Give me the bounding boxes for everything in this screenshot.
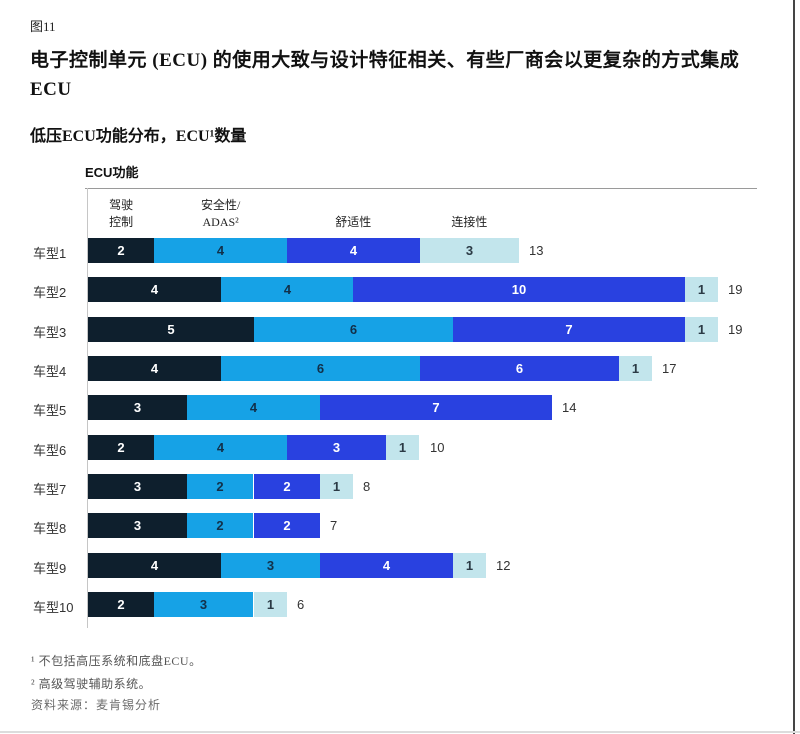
bar-segment-4: 3 bbox=[420, 238, 519, 263]
bar-segment-2: 4 bbox=[154, 238, 287, 263]
page-title-line2: ECU bbox=[30, 79, 72, 100]
bar-segment-4: 1 bbox=[386, 435, 419, 460]
bar-segment-2: 4 bbox=[221, 277, 354, 302]
bar-segment-1: 2 bbox=[88, 592, 154, 617]
page-bottom-border bbox=[0, 731, 800, 733]
bar-segment-3: 2 bbox=[254, 513, 320, 538]
page-right-border bbox=[793, 0, 795, 734]
bar-segment-4: 1 bbox=[619, 356, 652, 381]
legend-label-4: 连接性 bbox=[451, 215, 488, 229]
chart-subtitle: 低压ECU功能分布，ECU¹数量 bbox=[30, 128, 247, 145]
total-label: 7 bbox=[330, 518, 338, 533]
total-label: 19 bbox=[728, 322, 743, 337]
bar-segment-2: 6 bbox=[221, 356, 420, 381]
bar-segment-1: 3 bbox=[88, 513, 187, 538]
header-rule bbox=[85, 188, 757, 189]
bar-segment-4: 1 bbox=[453, 553, 486, 578]
bar-segment-3: 7 bbox=[320, 395, 552, 420]
bar-segment-2: 4 bbox=[187, 395, 320, 420]
total-label: 8 bbox=[363, 479, 371, 494]
footnote-1: ¹ 不包括高压系统和底盘ECU。 bbox=[31, 654, 202, 668]
page-title: 电子控制单元 (ECU) 的使用大致与设计特征相关、有些厂商会以更复杂的方式集成… bbox=[30, 46, 754, 104]
bar-segment-1: 4 bbox=[88, 553, 221, 578]
legend-label-3: 舒适性 bbox=[335, 215, 372, 229]
total-label: 10 bbox=[430, 440, 445, 455]
legend-label-1: 驾驶 控制 bbox=[109, 198, 134, 229]
total-label: 14 bbox=[562, 400, 577, 415]
bar-segment-3: 7 bbox=[453, 317, 685, 342]
category-label: 车型2 bbox=[33, 285, 67, 300]
total-label: 12 bbox=[496, 558, 511, 573]
bar-segment-2: 3 bbox=[221, 553, 320, 578]
bar-segment-1: 4 bbox=[88, 356, 221, 381]
category-label: 车型5 bbox=[33, 403, 67, 418]
bar-segment-3: 4 bbox=[287, 238, 420, 263]
bar-segment-1: 3 bbox=[88, 474, 187, 499]
total-label: 19 bbox=[728, 282, 743, 297]
category-label: 车型8 bbox=[33, 521, 67, 536]
bar-segment-1: 5 bbox=[88, 317, 254, 342]
bar-segment-1: 2 bbox=[88, 435, 154, 460]
bar-segment-1: 4 bbox=[88, 277, 221, 302]
bar-segment-4: 1 bbox=[254, 592, 287, 617]
bar-segment-3: 3 bbox=[287, 435, 386, 460]
category-label: 车型10 bbox=[33, 600, 74, 615]
bar-segment-4: 1 bbox=[685, 317, 718, 342]
bar-segment-4: 1 bbox=[685, 277, 718, 302]
figure-label: 图11 bbox=[30, 19, 56, 34]
bar-segment-2: 2 bbox=[187, 513, 253, 538]
bar-segment-4: 1 bbox=[320, 474, 353, 499]
category-label: 车型6 bbox=[33, 443, 67, 458]
bar-segment-2: 3 bbox=[154, 592, 253, 617]
bar-segment-2: 6 bbox=[254, 317, 453, 342]
category-label: 车型3 bbox=[33, 325, 67, 340]
bar-segment-1: 2 bbox=[88, 238, 154, 263]
total-label: 17 bbox=[662, 361, 677, 376]
page-title-line1: 电子控制单元 (ECU) 的使用大致与设计特征相关、有些厂商会以更复杂的方式集成 bbox=[30, 50, 740, 71]
footnote-2: ² 高级驾驶辅助系统。 bbox=[31, 677, 152, 691]
category-label: 车型4 bbox=[33, 364, 67, 379]
bar-segment-1: 3 bbox=[88, 395, 187, 420]
bar-segment-2: 4 bbox=[154, 435, 287, 460]
category-label: 车型7 bbox=[33, 482, 67, 497]
axis-line bbox=[87, 188, 88, 628]
bar-segment-3: 6 bbox=[420, 356, 619, 381]
legend-label-2: 安全性/ ADAS² bbox=[200, 198, 241, 229]
bar-segment-3: 4 bbox=[320, 553, 453, 578]
category-label: 车型9 bbox=[33, 561, 67, 576]
axis-title: ECU功能 bbox=[85, 165, 139, 180]
source-line: 资料来源：麦肯锡分析 bbox=[31, 698, 162, 712]
bar-segment-3: 10 bbox=[353, 277, 685, 302]
bar-segment-2: 2 bbox=[187, 474, 253, 499]
bar-segment-3: 2 bbox=[254, 474, 320, 499]
total-label: 13 bbox=[529, 243, 544, 258]
total-label: 6 bbox=[297, 597, 305, 612]
category-label: 车型1 bbox=[33, 246, 67, 261]
